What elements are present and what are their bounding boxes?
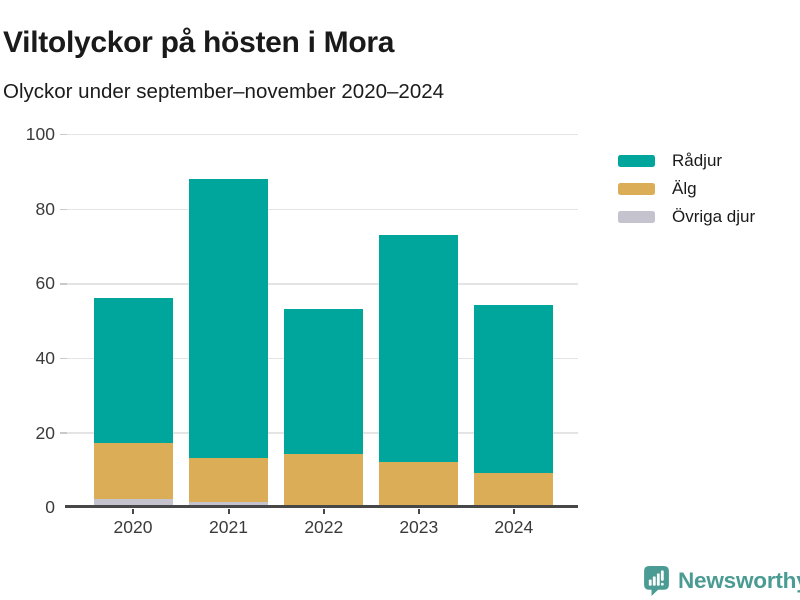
x-tick-2020 <box>132 508 134 514</box>
x-axis-line <box>65 505 578 509</box>
legend-swatch-0 <box>618 155 655 167</box>
bar-segment--lg-2022 <box>284 454 364 507</box>
bar-segment-r-djur-2024 <box>474 305 554 473</box>
legend-swatch-2 <box>618 211 655 223</box>
legend-item--lg: Älg <box>618 178 755 200</box>
bar-segment-r-djur-2022 <box>284 309 364 455</box>
y-tick-label-0: 0 <box>45 497 55 518</box>
bar-segment--lg-2023 <box>379 461 459 507</box>
x-tick-2024 <box>512 508 515 514</box>
x-axis-label-2024: 2024 <box>494 517 534 537</box>
y-tick-60 <box>59 283 67 285</box>
x-axis-label-2023: 2023 <box>399 517 439 537</box>
bar-segment-r-djur-2020 <box>93 297 173 443</box>
bar-segment-r-djur-2023 <box>379 234 459 462</box>
y-tick-40 <box>59 357 67 360</box>
y-tick-label-40: 40 <box>35 348 55 368</box>
bar-segment--lg-2021 <box>189 457 268 503</box>
legend-swatch-1 <box>618 183 655 195</box>
legend-item-r-djur: Rådjur <box>618 150 755 172</box>
newsworthy-icon <box>644 566 669 596</box>
legend-label-2: Övriga djur <box>672 207 756 226</box>
y-tick-label-100: 100 <box>25 124 55 145</box>
legend: Rådjur Älg Övriga djur <box>618 150 755 228</box>
x-axis-label-2021: 2021 <box>209 517 248 537</box>
newsworthy-logo[interactable]: Newsworthy <box>644 566 800 596</box>
x-tick-2022 <box>322 508 325 514</box>
bar-segment--lg-2020 <box>93 442 173 499</box>
y-tick-label-20: 20 <box>35 422 55 443</box>
y-tick-label-80: 80 <box>35 198 55 219</box>
y-tick-100 <box>59 133 67 136</box>
gridline-80 <box>66 208 578 211</box>
legend-item--vriga-djur: Övriga djur <box>618 206 755 228</box>
bar-segment--vriga-djur-2021 <box>189 502 268 507</box>
x-axis-label-2022: 2022 <box>304 517 344 537</box>
gridline-100 <box>66 133 578 136</box>
gridline-60 <box>66 283 578 285</box>
x-axis-label-2020: 2020 <box>113 517 153 537</box>
bar-segment--vriga-djur-2020 <box>93 498 173 507</box>
chart-title: Viltolyckor på hösten i Mora <box>3 26 395 60</box>
x-tick-2021 <box>227 508 230 514</box>
y-tick-80 <box>59 208 67 211</box>
chart-subtitle: Olyckor under september–november 2020–20… <box>3 80 445 103</box>
y-tick-label-60: 60 <box>35 273 55 294</box>
legend-label-0: Rådjur <box>672 151 723 170</box>
legend-label-1: Älg <box>672 179 697 198</box>
y-tick-20 <box>59 432 67 434</box>
bar-segment--lg-2024 <box>474 472 554 507</box>
bar-segment-r-djur-2021 <box>189 178 268 458</box>
x-tick-2023 <box>417 508 420 514</box>
newsworthy-wordmark: Newsworthy <box>678 568 800 593</box>
